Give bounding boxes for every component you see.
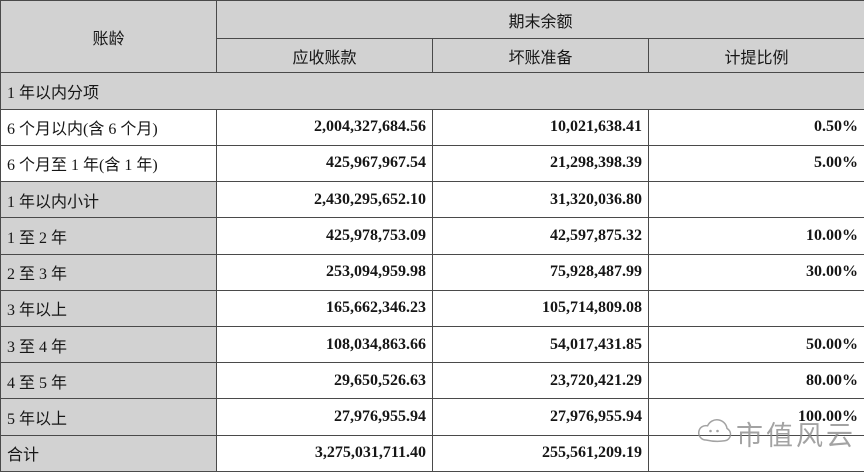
table-row-subtotal: 1 年以内小计 2,430,295,652.10 31,320,036.80: [0, 181, 864, 219]
section-row-within-1-year: 1 年以内分项: [0, 72, 864, 110]
header-accounts-receivable: 应收账款: [216, 38, 433, 74]
receivable-cell: 425,978,753.09: [216, 217, 433, 255]
table-row: 6 个月至 1 年(含 1 年) 425,967,967.54 21,298,3…: [0, 144, 864, 183]
ratio-cell: 10.00%: [648, 217, 864, 255]
bad-debt-cell: 31,320,036.80: [432, 181, 649, 219]
bad-debt-cell: 42,597,875.32: [432, 217, 649, 255]
aging-label-cell: 4 至 5 年: [0, 362, 217, 400]
aging-label-cell: 2 至 3 年: [0, 253, 217, 291]
aging-label-cell: 1 年以内小计: [0, 181, 217, 219]
bad-debt-cell: 75,928,487.99: [432, 253, 649, 291]
bad-debt-cell: 255,561,209.19: [432, 434, 649, 472]
ratio-cell: 30.00%: [648, 253, 864, 291]
table-row: 4 至 5 年 29,650,526.63 23,720,421.29 80.0…: [0, 362, 864, 400]
aging-label-cell: 3 至 4 年: [0, 325, 217, 364]
receivable-cell: 29,650,526.63: [216, 362, 433, 400]
header-aging: 账龄: [0, 0, 217, 74]
aging-label-cell: 6 个月至 1 年(含 1 年): [0, 144, 217, 183]
ratio-cell: [648, 181, 864, 219]
bad-debt-cell: 10,021,638.41: [432, 108, 649, 146]
ratio-cell: [648, 289, 864, 327]
ratio-cell: 0.50%: [648, 108, 864, 146]
bad-debt-cell: 105,714,809.08: [432, 289, 649, 327]
aging-label-cell: 6 个月以内(含 6 个月): [0, 108, 217, 146]
receivable-cell: 2,004,327,684.56: [216, 108, 433, 146]
receivable-cell: 108,034,863.66: [216, 325, 433, 364]
ratio-cell: 80.00%: [648, 362, 864, 400]
ratio-cell: [648, 434, 864, 472]
table-row: 5 年以上 27,976,955.94 27,976,955.94 100.00…: [0, 398, 864, 436]
aging-label-cell: 5 年以上: [0, 398, 217, 436]
table-row: 3 至 4 年 108,034,863.66 54,017,431.85 50.…: [0, 325, 864, 364]
receivable-cell: 253,094,959.98: [216, 253, 433, 291]
table-row: 1 至 2 年 425,978,753.09 42,597,875.32 10.…: [0, 217, 864, 255]
header-bad-debt-provision: 坏账准备: [432, 38, 649, 74]
bad-debt-cell: 23,720,421.29: [432, 362, 649, 400]
receivable-cell: 165,662,346.23: [216, 289, 433, 327]
table-row: 6 个月以内(含 6 个月) 2,004,327,684.56 10,021,6…: [0, 108, 864, 146]
receivable-cell: 3,275,031,711.40: [216, 434, 433, 472]
bad-debt-cell: 27,976,955.94: [432, 398, 649, 436]
ratio-cell: 50.00%: [648, 325, 864, 364]
aging-label-cell: 3 年以上: [0, 289, 217, 327]
aging-label-cell: 合计: [0, 434, 217, 472]
ratio-cell: 5.00%: [648, 144, 864, 183]
receivable-cell: 425,967,967.54: [216, 144, 433, 183]
header-provision-ratio: 计提比例: [648, 38, 864, 74]
aging-label-cell: 1 至 2 年: [0, 217, 217, 255]
receivable-cell: 27,976,955.94: [216, 398, 433, 436]
receivable-cell: 2,430,295,652.10: [216, 181, 433, 219]
header-ending-balance: 期末余额: [216, 0, 864, 40]
table-row: 3 年以上 165,662,346.23 105,714,809.08: [0, 289, 864, 327]
table-row: 2 至 3 年 253,094,959.98 75,928,487.99 30.…: [0, 253, 864, 291]
bad-debt-cell: 54,017,431.85: [432, 325, 649, 364]
table-row-total: 合计 3,275,031,711.40 255,561,209.19: [0, 434, 864, 472]
bad-debt-cell: 21,298,398.39: [432, 144, 649, 183]
ratio-cell: 100.00%: [648, 398, 864, 436]
